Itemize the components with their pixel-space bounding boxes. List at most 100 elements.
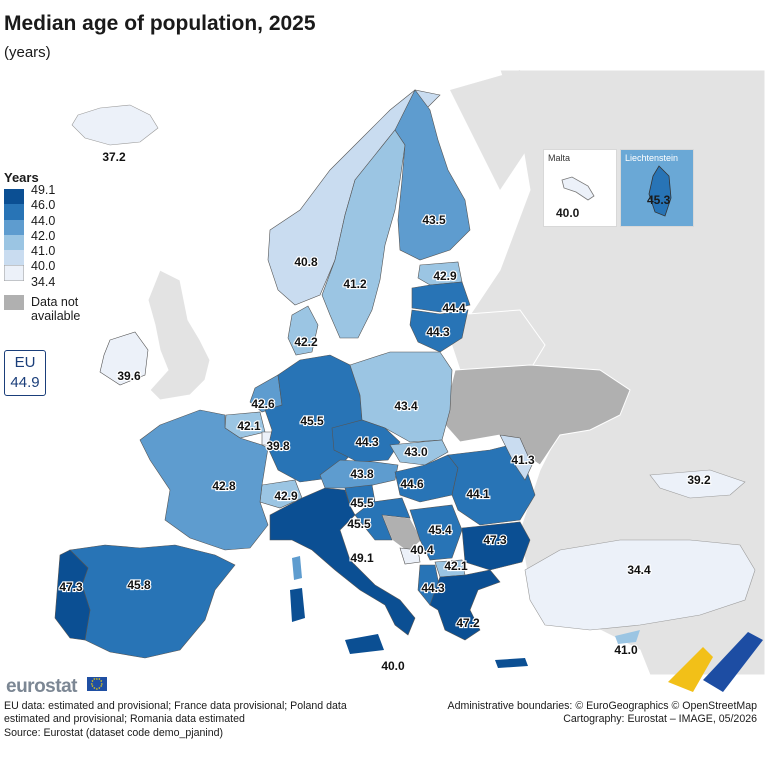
eu-flag-star: ★ [98, 685, 101, 690]
eu-summary-box: EU 44.9 [4, 350, 46, 396]
eu-value: 44.9 [10, 374, 40, 391]
region-not-available-ukraine [444, 364, 631, 466]
eu-flag-star: ★ [98, 677, 101, 682]
legend-not-available: Data not available [4, 294, 80, 323]
legend-break-label: 34.4 [31, 274, 56, 289]
value-label-albania: 44.3 [421, 581, 445, 595]
region-italy [269, 487, 416, 636]
value-label-romania: 44.1 [466, 487, 490, 501]
value-label-sweden: 41.2 [343, 277, 367, 291]
legend-row: 42.0 [4, 229, 55, 251]
region-denmark [287, 305, 319, 356]
eu-flag-star: ★ [90, 681, 94, 686]
region-france-corsica [292, 556, 302, 580]
value-label-north-macedonia: 42.1 [444, 559, 468, 573]
region-greece-crete [495, 658, 528, 668]
region-finland [394, 89, 471, 261]
value-label-portugal: 47.3 [59, 580, 83, 594]
eu-flag-star: ★ [99, 678, 103, 683]
value-label-finland: 43.5 [422, 213, 446, 227]
value-label-slovakia: 43.0 [404, 445, 428, 459]
value-label-georgia: 39.2 [687, 473, 711, 487]
region-italy-sardinia [290, 588, 305, 622]
legend-break-label: 42.0 [31, 228, 56, 243]
value-label-croatia: 45.5 [347, 517, 371, 531]
eu-flag-star: ★ [91, 684, 94, 688]
inset-malta: Malta 40.0 [543, 149, 617, 227]
footnote-notes: EU data: estimated and provisional; Fran… [4, 700, 347, 725]
value-label-latvia: 44.4 [442, 301, 466, 315]
inset-liechtenstein-title: Liechtenstein [625, 153, 679, 163]
value-label-t-rkiye: 34.4 [627, 563, 651, 577]
corner-brand-logo [668, 632, 763, 692]
region-lithuania [409, 309, 469, 353]
legend-not-available-label: Data not available [31, 294, 81, 323]
value-label-greece: 47.2 [456, 616, 480, 630]
value-label-slovenia: 45.5 [350, 496, 374, 510]
footnote-source: Source: Eurostat (dataset code demo_pjan… [4, 727, 224, 739]
inset-malta-value: 40.0 [556, 206, 580, 220]
value-label-italy: 49.1 [350, 551, 374, 565]
value-label-luxembourg: 39.8 [266, 439, 290, 453]
inset-liechtenstein-shape [648, 165, 672, 217]
land-russia [450, 70, 540, 190]
eurostat-logo: eurostat [6, 676, 77, 697]
map-subtitle: (years) [4, 44, 51, 61]
legend-swatch [4, 189, 24, 205]
legend-break-label: 44.0 [31, 213, 56, 228]
inset-malta-title: Malta [548, 153, 571, 163]
region-bulgaria [461, 521, 531, 571]
legend-swatch [4, 250, 24, 266]
value-label-montenegro: 40.4 [410, 543, 434, 557]
map-title: Median age of population, 2025 [4, 12, 316, 35]
legend-swatch [4, 265, 24, 281]
legend-row: 41.0 [4, 244, 55, 266]
region-montenegro [399, 547, 421, 565]
eu-flag-star: ★ [91, 678, 94, 683]
value-label-france: 42.8 [212, 479, 236, 493]
region-ireland [99, 331, 149, 386]
value-label-belgium: 42.1 [237, 419, 261, 433]
value-label-iceland: 37.2 [102, 150, 126, 164]
value-label-denmark: 42.2 [294, 335, 318, 349]
eu-flag-star: ★ [100, 681, 104, 686]
legend-scale: 49.1 46.0 44.0 42.0 41.0 40.0 34.4 [4, 183, 55, 289]
region-turkiye [524, 539, 756, 631]
eu-flag-star: ★ [95, 686, 99, 691]
value-label-netherlands: 42.6 [251, 397, 275, 411]
region-croatia [354, 497, 411, 541]
eu-flag-star: ★ [99, 684, 103, 688]
eu-flag-star: ★ [95, 676, 99, 681]
legend-swatch [4, 204, 24, 220]
legend-row: 49.1 [4, 183, 55, 205]
legend-row: 46.0 [4, 198, 55, 220]
region-serbia [409, 504, 463, 561]
region-moldova [499, 434, 533, 481]
credits: Administrative boundaries: © EuroGeograp… [448, 700, 757, 726]
legend-break-label: 49.1 [31, 183, 56, 197]
value-label-hungary: 44.6 [400, 477, 424, 491]
region-cyprus [615, 630, 640, 644]
region-france [139, 409, 269, 551]
inset-liechtenstein-value: 45.3 [647, 193, 671, 207]
value-label-czechia: 44.3 [355, 435, 379, 449]
region-greece [429, 569, 501, 641]
region-portugal [54, 549, 91, 641]
value-label-cyprus: 41.0 [614, 643, 638, 657]
eu-flag-star: ★ [93, 685, 96, 690]
legend-row: 40.0 [4, 259, 55, 281]
inset-malta-shape [561, 176, 595, 201]
legend-break-label: 46.0 [31, 198, 56, 213]
value-label-austria: 43.8 [350, 467, 374, 481]
value-label-serbia: 45.4 [428, 523, 452, 537]
region-iceland [71, 104, 159, 146]
credits-boundaries: Administrative boundaries: © EuroGeograp… [447, 700, 757, 712]
value-label-spain: 45.8 [127, 578, 151, 592]
legend-title: Years [4, 170, 39, 185]
value-label-malta-map: 40.0 [381, 659, 405, 673]
legend-swatch [4, 219, 24, 235]
region-sweden [321, 129, 406, 339]
legend-swatch-not-available [4, 294, 24, 310]
credits-cartography: Cartography: Eurostat – IMAGE, 05/2026 [563, 713, 757, 725]
region-latvia [411, 281, 471, 313]
